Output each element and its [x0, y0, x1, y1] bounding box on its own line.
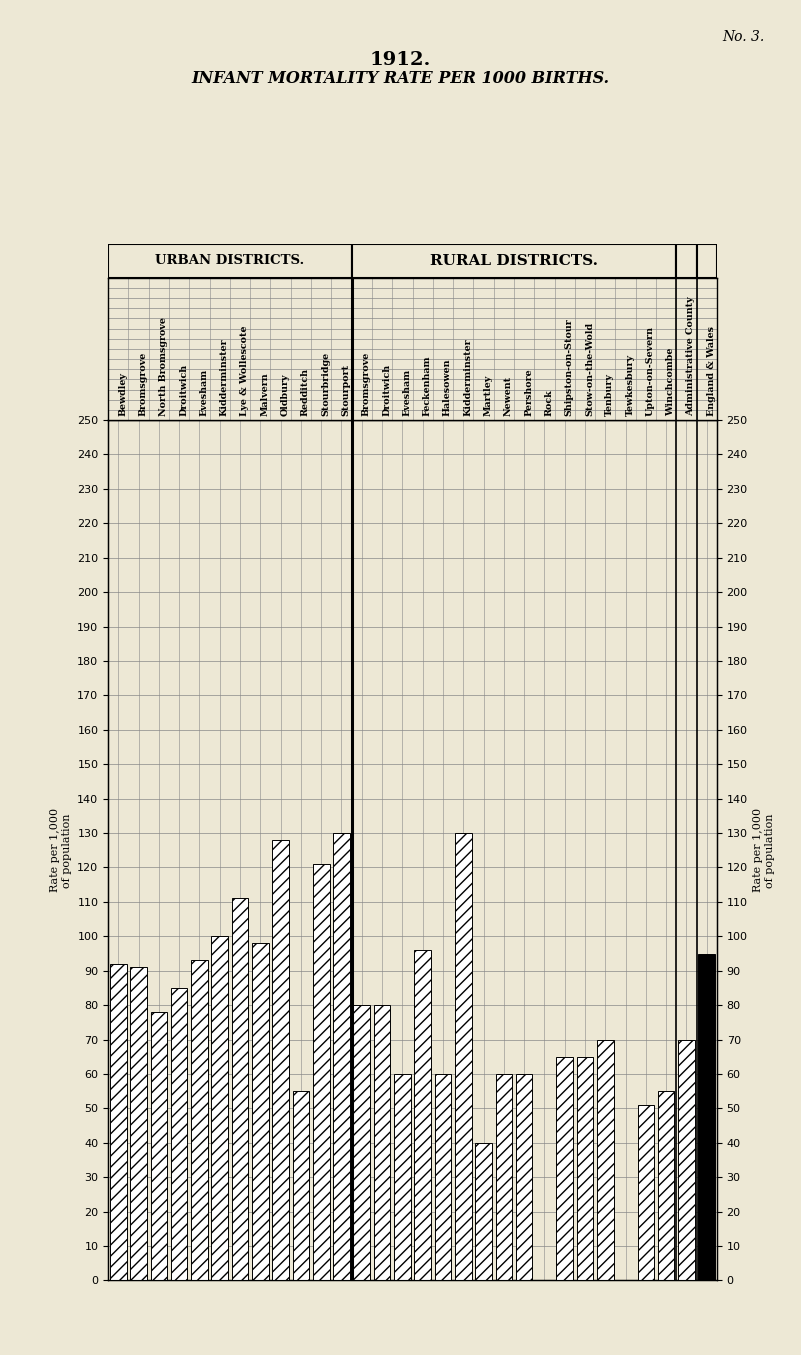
- Text: Evesham: Evesham: [199, 369, 208, 416]
- Text: Lye & Wollescote: Lye & Wollescote: [240, 325, 249, 416]
- Bar: [698, 954, 715, 1280]
- Text: Stow-on-the-Wold: Stow-on-the-Wold: [585, 321, 594, 416]
- Bar: [557, 1057, 573, 1280]
- Bar: [171, 988, 187, 1280]
- Text: Upton-on-Severn: Upton-on-Severn: [646, 325, 655, 416]
- Bar: [292, 1091, 309, 1280]
- Bar: [151, 1012, 167, 1280]
- Bar: [272, 840, 289, 1280]
- Bar: [333, 833, 350, 1280]
- Bar: [435, 1075, 451, 1280]
- Text: No. 3.: No. 3.: [723, 30, 765, 43]
- Bar: [638, 1104, 654, 1280]
- Text: URBAN DISTRICTS.: URBAN DISTRICTS.: [155, 255, 304, 267]
- Bar: [108, 244, 352, 278]
- Text: Droitwich: Droitwich: [179, 363, 188, 416]
- Bar: [353, 1005, 370, 1280]
- Text: Oldbury: Oldbury: [280, 373, 290, 416]
- Text: Bromsgrove: Bromsgrove: [362, 351, 371, 416]
- Text: Malvern: Malvern: [260, 373, 269, 416]
- Text: Tenbury: Tenbury: [606, 373, 614, 416]
- Text: INFANT MORTALITY RATE PER 1000 BIRTHS.: INFANT MORTALITY RATE PER 1000 BIRTHS.: [191, 70, 610, 88]
- Text: RURAL DISTRICTS.: RURAL DISTRICTS.: [430, 253, 598, 268]
- Bar: [352, 244, 676, 278]
- Bar: [597, 1039, 614, 1280]
- Text: Bewdley: Bewdley: [119, 371, 127, 416]
- Bar: [414, 950, 431, 1280]
- Bar: [697, 244, 717, 278]
- Bar: [211, 936, 228, 1280]
- Text: Administrative County: Administrative County: [686, 297, 695, 416]
- Bar: [394, 1075, 411, 1280]
- Text: Stourbridge: Stourbridge: [321, 352, 330, 416]
- Text: Rock: Rock: [545, 389, 553, 416]
- Text: North Bromsgrove: North Bromsgrove: [159, 317, 168, 416]
- Bar: [577, 1057, 594, 1280]
- Text: Martley: Martley: [484, 374, 493, 416]
- Text: Newent: Newent: [504, 375, 513, 416]
- Y-axis label: Rate per 1,000
of population: Rate per 1,000 of population: [50, 808, 71, 893]
- Text: Shipston-on-Stour: Shipston-on-Stour: [565, 318, 574, 416]
- Bar: [516, 1075, 533, 1280]
- Bar: [110, 963, 127, 1280]
- Bar: [678, 1039, 694, 1280]
- Text: Winchcombe: Winchcombe: [666, 347, 675, 416]
- Y-axis label: Rate per 1,000
of population: Rate per 1,000 of population: [754, 808, 775, 893]
- Text: Pershore: Pershore: [524, 369, 533, 416]
- Text: 1912.: 1912.: [370, 51, 431, 69]
- Bar: [131, 967, 147, 1280]
- Text: Droitwich: Droitwich: [382, 363, 391, 416]
- Text: Kidderminster: Kidderminster: [219, 339, 229, 416]
- Text: Stourport: Stourport: [341, 363, 351, 416]
- Text: Tewkesbury: Tewkesbury: [626, 354, 634, 416]
- Bar: [374, 1005, 390, 1280]
- Text: England & Wales: England & Wales: [706, 325, 716, 416]
- Bar: [496, 1075, 512, 1280]
- Bar: [658, 1091, 674, 1280]
- Text: Redditch: Redditch: [301, 367, 310, 416]
- Text: Feckenham: Feckenham: [423, 355, 432, 416]
- Bar: [313, 864, 329, 1280]
- Bar: [475, 1142, 492, 1280]
- Bar: [676, 244, 697, 278]
- Text: Bromsgrove: Bromsgrove: [139, 351, 147, 416]
- Text: Kidderminster: Kidderminster: [463, 339, 473, 416]
- Text: Halesowen: Halesowen: [443, 358, 452, 416]
- Bar: [252, 943, 268, 1280]
- Bar: [231, 898, 248, 1280]
- Bar: [191, 961, 207, 1280]
- Text: Evesham: Evesham: [402, 369, 412, 416]
- Bar: [455, 833, 472, 1280]
